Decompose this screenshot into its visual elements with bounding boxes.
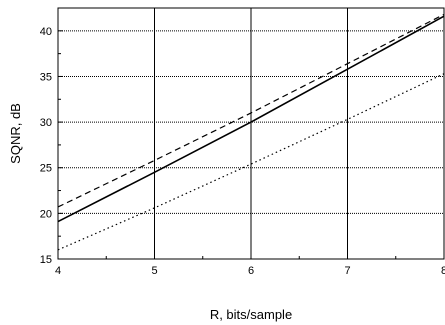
y-tick-label: 35	[40, 71, 52, 83]
y-tick-label: 40	[40, 26, 52, 38]
x-axis-label: R, bits/sample	[210, 307, 292, 322]
x-tick-label: 8	[441, 265, 445, 277]
tick-labels: 4 5 6 7 8 15 20 25 30 35 40	[40, 26, 445, 277]
y-tick-label: 25	[40, 163, 52, 175]
grid	[57, 8, 445, 259]
y-tick-label: 15	[40, 254, 52, 266]
y-tick-label: 20	[40, 208, 52, 220]
y-axis-label: SQNR, dB	[8, 103, 23, 164]
y-tick-label: 30	[40, 117, 52, 129]
ticks	[57, 30, 445, 260]
series-line-dashed	[57, 13, 445, 208]
series-line-solid	[57, 15, 445, 223]
x-tick-label: 6	[248, 265, 254, 277]
x-tick-label: 4	[55, 265, 61, 277]
series-group	[57, 13, 445, 251]
x-tick-label: 5	[151, 265, 157, 277]
x-tick-label: 7	[344, 265, 350, 277]
